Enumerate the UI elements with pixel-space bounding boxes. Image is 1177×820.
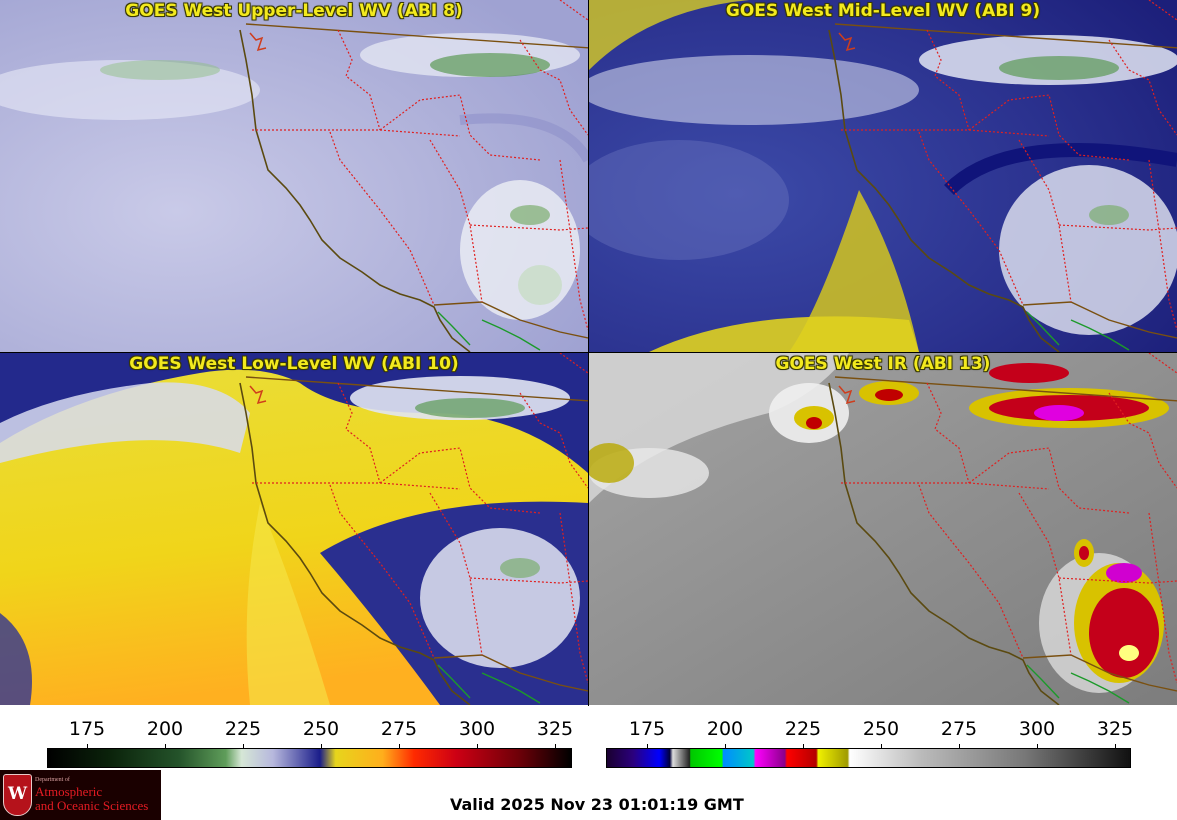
ir-colorbar-ticks: 175 200 225 250 275 300 325 — [606, 712, 1134, 750]
wv-tick-mark — [165, 744, 166, 750]
logo-dept-label: Department of — [35, 777, 70, 783]
mid-level-wv-map — [589, 0, 1177, 352]
ir-tick-mark — [959, 744, 960, 750]
upper-level-wv-map — [0, 0, 588, 352]
ir-colorbar: 175 200 225 250 275 300 325 — [606, 712, 1134, 768]
ir-tick-mark — [1115, 744, 1116, 750]
ir-tick-label: 175 — [628, 718, 666, 740]
wv-tick-mark — [87, 744, 88, 750]
panel-title-mid: GOES West Mid-Level WV (ABI 9) — [725, 1, 1041, 21]
wv-tick-mark — [243, 744, 244, 750]
ir-tick-mark — [803, 744, 804, 750]
ir-tick-mark — [725, 744, 726, 750]
low-level-wv-map — [0, 353, 588, 705]
ir-tick-mark — [647, 744, 648, 750]
panel-divider-vertical — [588, 0, 589, 706]
seal-letter: W — [7, 784, 28, 804]
wv-colorbar-gradient — [47, 748, 572, 768]
ir-tick-label: 300 — [1018, 718, 1056, 740]
wv-colorbar-ticks: 175 200 225 250 275 300 325 — [47, 712, 574, 750]
mid-level-wv-panel: GOES West Mid-Level WV (ABI 9) — [589, 0, 1177, 352]
wv-tick-label: 200 — [146, 718, 184, 740]
valid-time-label: Valid 2025 Nov 23 01:01:19 GMT — [450, 795, 744, 814]
low-level-wv-panel: GOES West Low-Level WV (ABI 10) — [0, 353, 588, 705]
panel-title-low: GOES West Low-Level WV (ABI 10) — [129, 354, 459, 374]
wv-tick-label: 325 — [536, 718, 574, 740]
ir-tick-mark — [881, 744, 882, 750]
wv-tick-mark — [321, 744, 322, 750]
wv-tick-mark — [477, 744, 478, 750]
logo-name-line2: and Oceanic Sciences — [35, 798, 149, 813]
aos-logo[interactable]: W Department of Atmospheric and Oceanic … — [0, 770, 161, 820]
ir-tick-label: 275 — [940, 718, 978, 740]
ir-tick-label: 225 — [784, 718, 822, 740]
ir-colorbar-gradient — [606, 748, 1131, 768]
wv-colorbar: 175 200 225 250 275 300 325 — [47, 712, 574, 768]
wv-tick-label: 275 — [380, 718, 418, 740]
ir-tick-label: 325 — [1096, 718, 1134, 740]
ir-panel: GOES West IR (ABI 13) — [589, 353, 1177, 705]
upper-level-wv-panel: GOES West Upper-Level WV (ABI 8) — [0, 0, 588, 352]
ir-map — [589, 353, 1177, 705]
logo-name-line1: Atmospheric — [35, 784, 103, 799]
wv-tick-label: 225 — [224, 718, 262, 740]
wv-tick-label: 175 — [68, 718, 106, 740]
panel-divider-horizontal — [0, 352, 1177, 353]
ir-tick-mark — [1037, 744, 1038, 750]
wv-tick-mark — [399, 744, 400, 750]
panel-title-ir: GOES West IR (ABI 13) — [775, 354, 991, 374]
uw-seal-icon: W — [3, 774, 32, 816]
panel-title-upper: GOES West Upper-Level WV (ABI 8) — [125, 1, 463, 21]
wv-tick-mark — [555, 744, 556, 750]
ir-tick-label: 250 — [862, 718, 900, 740]
wv-tick-label: 250 — [302, 718, 340, 740]
wv-tick-label: 300 — [458, 718, 496, 740]
ir-tick-label: 200 — [706, 718, 744, 740]
